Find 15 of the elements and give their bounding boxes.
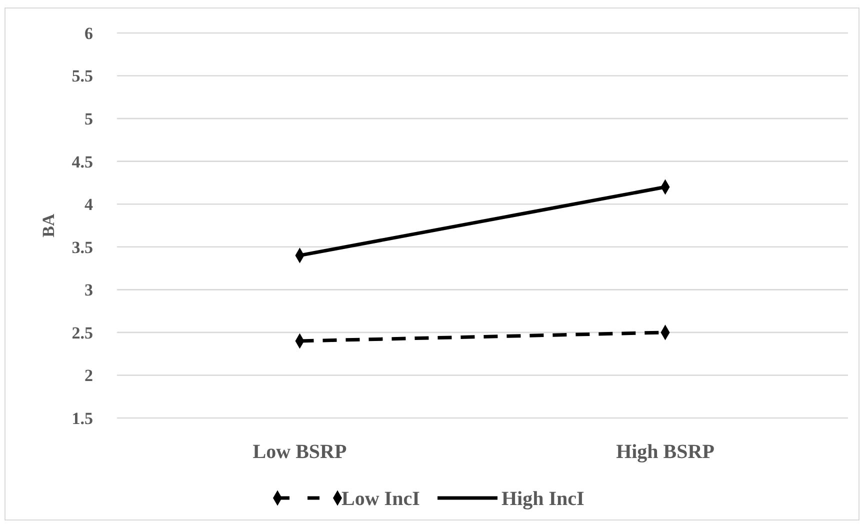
y-tick-label: 4 <box>84 195 94 214</box>
y-tick-label: 4.5 <box>72 152 93 172</box>
y-tick-label: 6 <box>84 24 93 43</box>
x-tick-label: High BSRP <box>616 441 714 463</box>
x-tick-label: Low BSRP <box>252 441 347 463</box>
legend-label: Low IncI <box>342 488 420 510</box>
y-tick-label: 3.5 <box>72 238 93 257</box>
y-axis-title: BA <box>39 212 58 238</box>
y-tick-label: 2 <box>84 366 93 386</box>
y-tick-label: 5 <box>84 110 93 129</box>
y-tick-label: 5.5 <box>72 66 93 86</box>
y-tick-label: 3 <box>84 280 93 300</box>
y-tick-label: 2.5 <box>72 323 93 342</box>
legend-label: High IncI <box>502 488 585 510</box>
y-tick-label: 1.5 <box>72 408 93 428</box>
